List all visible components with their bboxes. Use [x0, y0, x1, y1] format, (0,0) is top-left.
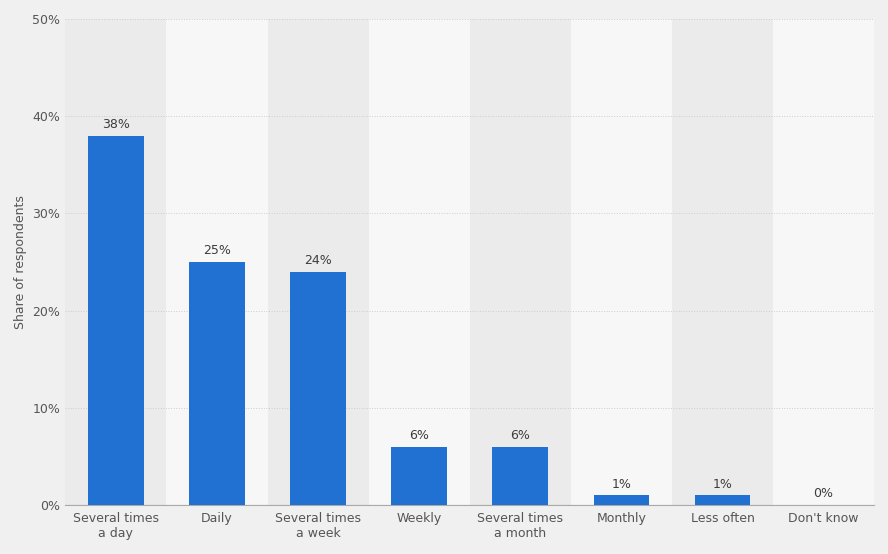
Text: 24%: 24%	[305, 254, 332, 267]
Bar	[66, 19, 166, 505]
Bar	[694, 495, 750, 505]
Text: 1%: 1%	[712, 478, 733, 491]
Text: 0%: 0%	[813, 488, 834, 500]
Bar	[593, 495, 649, 505]
Text: 25%: 25%	[203, 244, 231, 257]
Text: 1%: 1%	[612, 478, 631, 491]
Bar	[166, 19, 267, 505]
Bar	[392, 447, 447, 505]
Bar	[267, 19, 369, 505]
Bar	[369, 19, 470, 505]
Text: 38%: 38%	[102, 118, 130, 131]
Bar	[672, 19, 773, 505]
Text: 6%: 6%	[409, 429, 429, 442]
Bar	[571, 19, 672, 505]
Bar	[290, 272, 345, 505]
Bar	[88, 136, 144, 505]
Text: 6%: 6%	[511, 429, 530, 442]
Y-axis label: Share of respondents: Share of respondents	[14, 195, 27, 329]
Bar	[493, 447, 548, 505]
Bar	[773, 19, 874, 505]
Bar	[470, 19, 571, 505]
Bar	[189, 262, 245, 505]
